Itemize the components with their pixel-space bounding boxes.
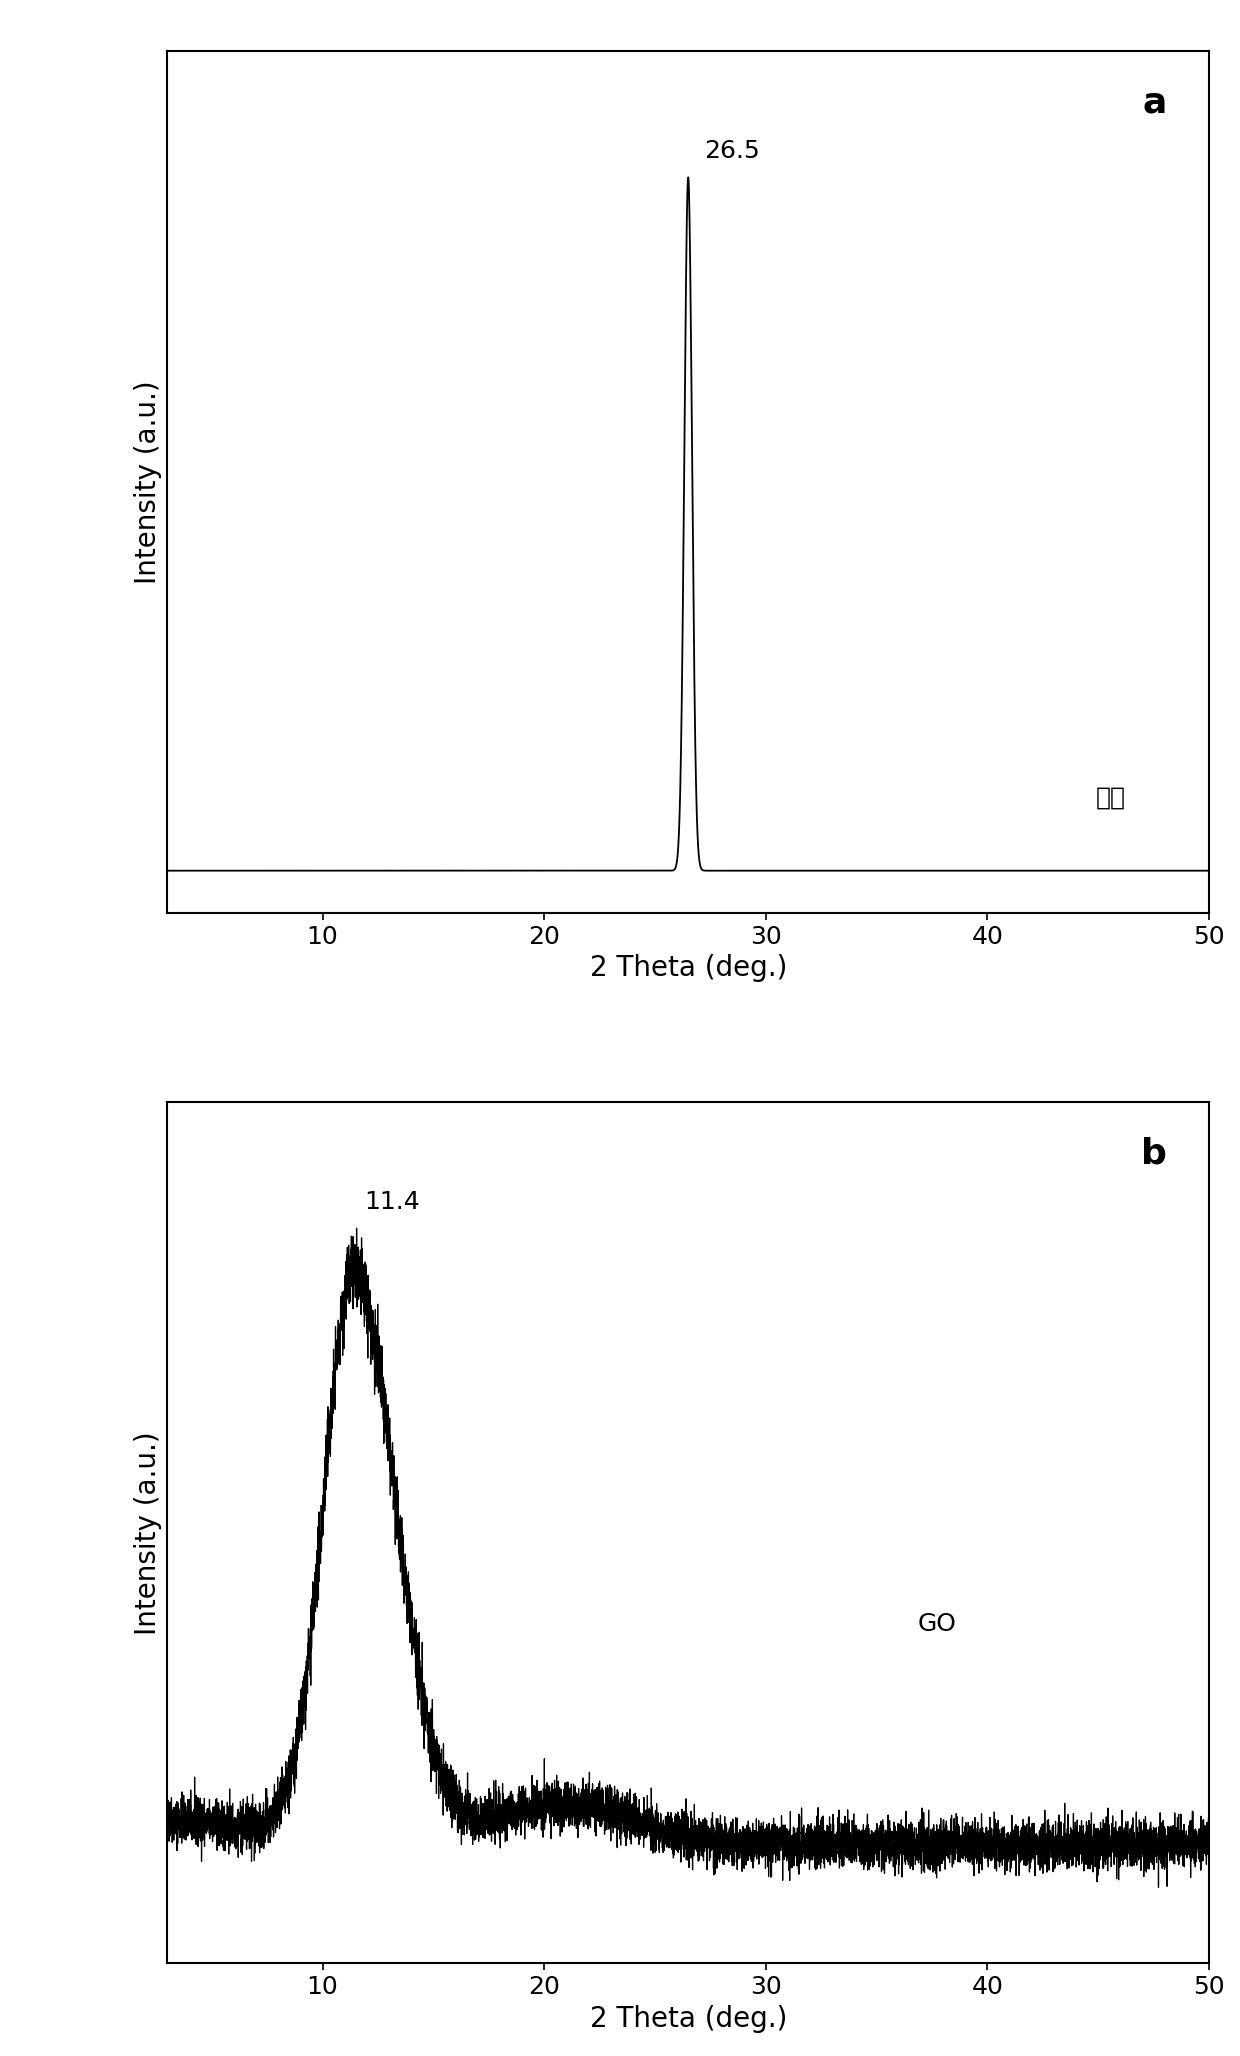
X-axis label: 2 Theta (deg.): 2 Theta (deg.) (589, 954, 787, 983)
Y-axis label: Intensity (a.u.): Intensity (a.u.) (134, 1431, 162, 1635)
X-axis label: 2 Theta (deg.): 2 Theta (deg.) (589, 2005, 787, 2033)
Text: GO: GO (918, 1612, 956, 1637)
Y-axis label: Intensity (a.u.): Intensity (a.u.) (134, 380, 162, 584)
Text: 石墨: 石墨 (1096, 785, 1126, 810)
Text: 11.4: 11.4 (365, 1190, 420, 1215)
Text: 26.5: 26.5 (704, 140, 759, 162)
Text: b: b (1142, 1137, 1167, 1170)
Text: a: a (1143, 86, 1167, 119)
